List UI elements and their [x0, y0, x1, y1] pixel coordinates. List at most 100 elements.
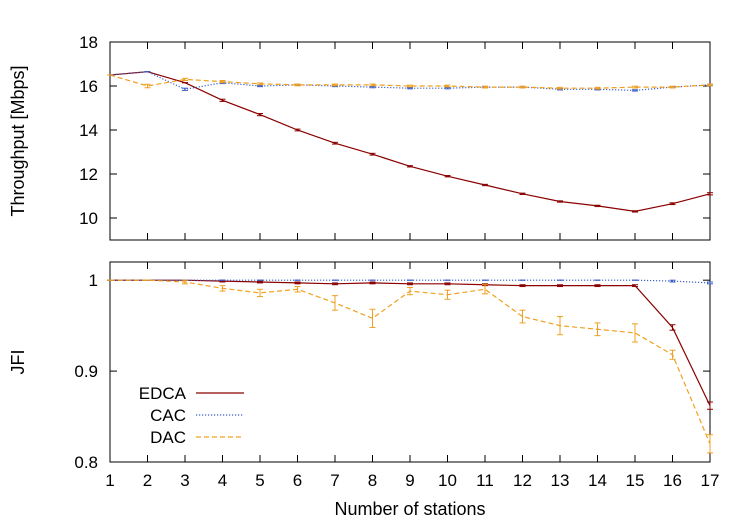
error-bar — [182, 77, 188, 81]
series-dac — [107, 74, 713, 90]
error-bar — [444, 84, 451, 88]
error-bar — [632, 85, 638, 89]
y-axis-label: Throughput [Mbps] — [8, 65, 28, 216]
error-bar — [707, 401, 713, 410]
series-line — [110, 279, 711, 445]
error-bar — [557, 284, 563, 288]
error-bar — [369, 85, 376, 89]
x-tick-label: 9 — [405, 471, 414, 490]
y-tick-label: 14 — [79, 121, 98, 140]
y-tick-label: 16 — [79, 77, 98, 96]
x-tick-label: 13 — [551, 471, 570, 490]
panel-1: 10 12 14 16 18 Throughput [Mbps] — [8, 33, 713, 241]
error-bar — [407, 84, 413, 88]
error-bar — [482, 85, 488, 89]
error-bar — [182, 87, 188, 91]
error-bar — [369, 308, 376, 328]
error-bar — [444, 289, 451, 300]
x-tick-label: 15 — [626, 471, 645, 490]
error-bar — [519, 309, 526, 324]
error-bar — [669, 349, 676, 360]
x-axis-label: Number of stations — [334, 499, 485, 519]
error-bar — [294, 286, 301, 293]
error-bar — [594, 284, 601, 288]
error-bar — [632, 210, 638, 213]
error-bar — [594, 322, 601, 337]
x-tick-label: 1 — [105, 471, 114, 490]
legend-label: EDCA — [139, 384, 187, 403]
x-tick-label: 17 — [701, 471, 720, 490]
error-bar — [669, 279, 676, 283]
error-bar — [219, 98, 226, 102]
y-axis-label: JFI — [8, 350, 28, 375]
error-bar — [632, 323, 638, 343]
error-bar — [444, 87, 451, 90]
x-tick-label: 16 — [663, 471, 682, 490]
error-bar — [557, 200, 563, 203]
y-tick-label: 1 — [89, 271, 98, 290]
y-tick-label: 12 — [79, 165, 98, 184]
error-bar — [669, 324, 676, 331]
error-bar — [482, 284, 488, 295]
error-bar — [369, 281, 376, 285]
error-bar — [707, 83, 713, 87]
series-edca — [107, 279, 713, 410]
error-bar — [669, 85, 676, 89]
series-edca — [107, 71, 713, 213]
error-bar — [519, 192, 526, 195]
error-bar — [332, 295, 338, 311]
series-line — [109, 71, 711, 213]
x-tick-label: 2 — [143, 471, 152, 490]
error-bar — [144, 83, 151, 89]
error-bar — [219, 285, 226, 292]
error-bar — [294, 83, 301, 87]
error-bar — [407, 286, 413, 296]
error-bar — [444, 282, 451, 286]
x-tick-label: 11 — [476, 471, 494, 490]
series-dac — [107, 279, 713, 454]
plot-frame — [109, 41, 711, 241]
x-tick-label: 5 — [255, 471, 264, 490]
panel-2: 0.80.911 2 3 4 5 6 7 8 9 10 11 12 13 14 15 16 17JFINumbe… — [8, 261, 720, 519]
legend-label: CAC — [150, 406, 186, 425]
error-bar — [669, 202, 676, 206]
error-bar — [707, 281, 713, 285]
error-bar — [332, 282, 338, 286]
error-bar — [557, 86, 563, 90]
error-bar — [407, 282, 413, 286]
x-tick-label: 3 — [180, 471, 189, 490]
x-tick-label: 6 — [293, 471, 302, 490]
x-tick-label: 7 — [330, 471, 339, 490]
error-bar — [257, 84, 263, 88]
error-bar — [257, 113, 263, 117]
legend: EDCA CAC DAC — [139, 384, 244, 447]
error-bar — [407, 165, 413, 168]
error-bar — [707, 434, 713, 454]
error-bar — [257, 82, 263, 86]
error-bar — [332, 83, 338, 87]
error-bar — [594, 204, 601, 208]
error-bar — [407, 87, 413, 90]
y-tick-label: 0.8 — [74, 453, 98, 472]
error-bar — [294, 128, 301, 132]
x-tick-label: 10 — [438, 471, 457, 490]
x-tick-label: 12 — [513, 471, 532, 490]
error-bar — [557, 316, 563, 336]
error-bar — [294, 281, 301, 285]
error-bar — [707, 192, 713, 196]
x-tick-label: 14 — [588, 471, 607, 490]
error-bar — [482, 183, 488, 187]
error-bar — [519, 85, 526, 89]
error-bar — [444, 175, 451, 178]
error-bar — [257, 288, 263, 298]
x-tick-label: 4 — [218, 471, 227, 490]
y-tick-label: 18 — [79, 33, 98, 52]
error-bar — [369, 152, 376, 156]
series-line — [110, 279, 711, 406]
error-bar — [369, 83, 376, 87]
error-bar — [332, 141, 338, 145]
error-bar — [632, 89, 638, 92]
x-tick-label: 8 — [368, 471, 377, 490]
error-bar — [219, 80, 226, 84]
